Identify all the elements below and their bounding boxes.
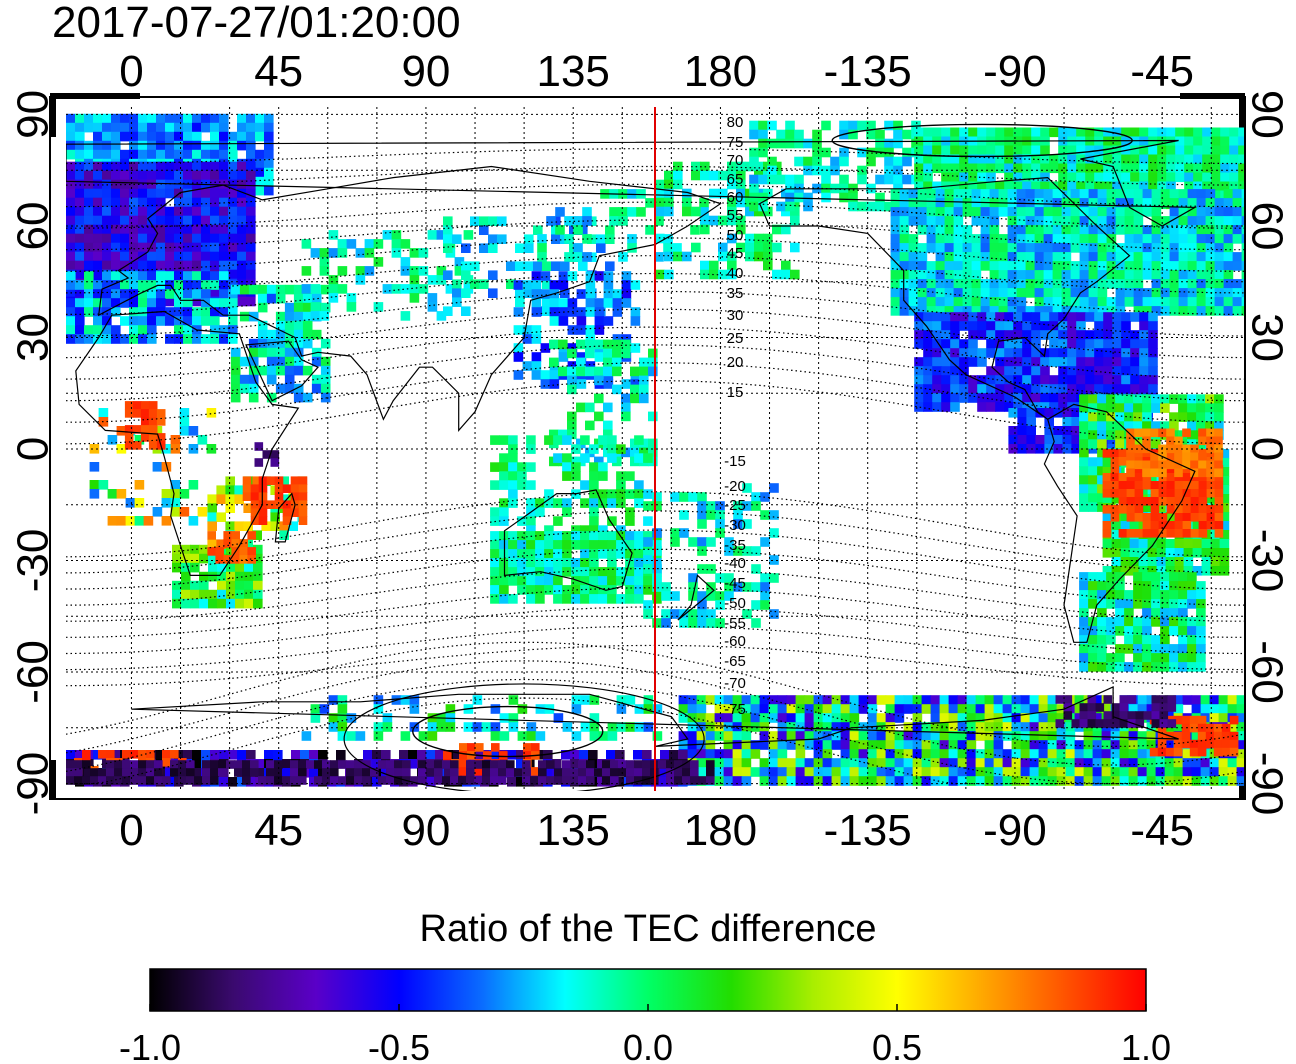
colorbar-tick-label: 0.5 [872,1027,922,1064]
lat-label-right: 90 [1242,90,1291,139]
lon-label-bottom: -135 [824,806,912,855]
magnetic-latitude-label: 40 [727,265,744,282]
lon-label-bottom: 0 [119,806,143,855]
magnetic-latitude-label: 65 [727,171,744,188]
lat-label-left: 90 [9,90,58,139]
magnetic-latitude-label: 15 [727,384,744,401]
lat-label-left: 30 [9,313,58,362]
lon-label-top: -135 [824,47,912,96]
colorbar-tick-label: -1.0 [119,1027,181,1064]
lon-label-top: 45 [254,47,303,96]
magnetic-latitude-label: -15 [724,453,746,470]
lon-label-top: 135 [536,47,609,96]
lon-label-top: -90 [983,47,1047,96]
lat-label-left: -30 [9,529,58,593]
colorbar-title: Ratio of the TEC difference [419,908,877,950]
lat-label-right: 60 [1242,202,1291,251]
magnetic-latitude-label: 20 [727,354,744,371]
lat-label-right: -60 [1242,640,1291,704]
magnetic-latitude-label: -40 [724,555,746,572]
lon-label-bottom: -45 [1130,806,1194,855]
magnetic-latitude-label: 75 [727,134,744,151]
lon-label-bottom: 135 [536,806,609,855]
magnetic-latitude-label: -25 [724,497,746,514]
lon-label-bottom: 45 [254,806,303,855]
magnetic-latitude-label: 35 [727,285,744,302]
colorbar: -1.0 -0.5 0.0 0.5 1.0 [119,968,1171,1064]
colorbar-tick-label: 0.0 [623,1027,673,1064]
lon-label-top: -45 [1130,47,1194,96]
magnetic-latitude-label: -20 [724,478,746,495]
magnetic-latitude-label: 80 [727,114,744,131]
magnetic-latitude-label: 55 [727,207,744,224]
magnetic-latitude-label: 60 [727,189,744,206]
lon-label-top: 0 [119,47,143,96]
magnetic-latitude-label: 25 [727,330,744,347]
colorbar-tick-label: 1.0 [1121,1027,1171,1064]
lon-label-top: 180 [684,47,757,96]
magnetic-latitude-label: -65 [724,653,746,670]
magnetic-latitude-label: -35 [724,537,746,554]
magnetic-latitude-label: -45 [724,575,746,592]
lat-label-left: -60 [9,640,58,704]
magnetic-latitude-label: 45 [727,245,744,262]
lat-label-left: 60 [9,202,58,251]
magnetic-latitude-label: -70 [724,675,746,692]
magnetic-latitude-label: -60 [724,633,746,650]
lon-label-bottom: 180 [684,806,757,855]
magnetic-latitude-label: -30 [724,517,746,534]
magnetic-latitude-label: -50 [724,595,746,612]
lat-label-right: -30 [1242,529,1291,593]
lat-label-left: 0 [9,437,58,461]
magnetic-latitude-label: -75 [724,701,746,718]
lat-label-left: -90 [9,752,58,816]
magnetic-latitude-label: 70 [727,152,744,169]
lat-label-right: 30 [1242,313,1291,362]
magnetic-latitude-label: -55 [724,615,746,632]
magnetic-latitude-label: 30 [727,307,744,324]
lon-label-top: 90 [401,47,450,96]
colorbar-tick-label: -0.5 [368,1027,430,1064]
lon-label-bottom: -90 [983,806,1047,855]
map-gridlines [66,107,1244,791]
lat-label-right: 0 [1242,437,1291,461]
map-axis-labels: 0 45 90 135 180 -135 -90 -450 45 90 135 180 -135 -90-… [9,47,1292,855]
magnetic-latitude-label: 50 [727,227,744,244]
lat-label-right: -90 [1242,752,1291,816]
map-timestamp: 2017-07-27/01:20:00 [52,0,461,47]
lon-label-bottom: 90 [401,806,450,855]
